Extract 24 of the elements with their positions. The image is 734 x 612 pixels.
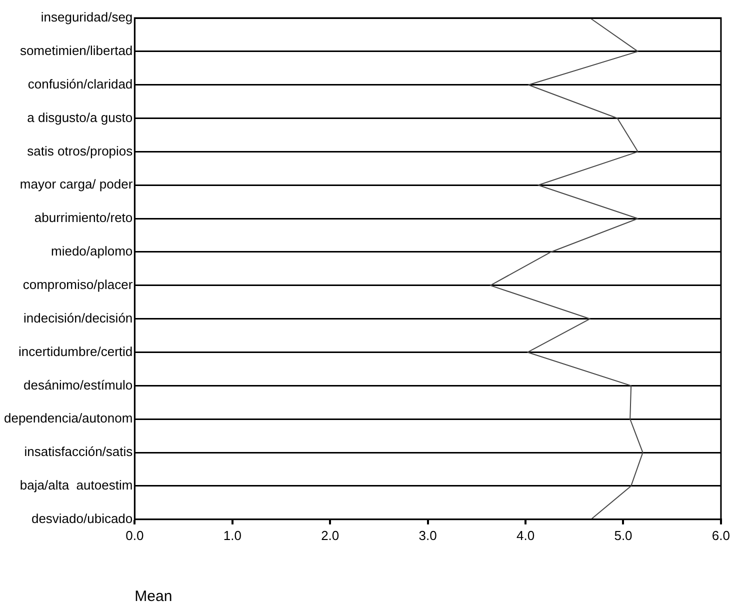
y-tick-label: sometimien/libertad	[20, 43, 133, 58]
y-tick-label: insatisfacción/satis	[24, 444, 134, 460]
x-tick-label: 1.0	[223, 528, 242, 543]
y-tick-label: indecisión/decisión	[24, 310, 133, 326]
y-tick-label: inseguridad/seg	[40, 10, 133, 25]
y-tick-label: baja/alta autoestim	[20, 478, 133, 493]
y-tick-label: miedo/aplomo	[51, 244, 133, 259]
x-tick-label: 6.0	[712, 528, 730, 543]
x-tick-label: 0.0	[126, 528, 144, 543]
y-tick-label: aburrimiento/reto	[34, 210, 133, 226]
y-tick-label: mayor carga/ poder	[20, 176, 134, 192]
y-tick-label: desánimo/estímulo	[24, 377, 133, 392]
x-tick-label: 5.0	[614, 528, 632, 543]
x-tick-label: 3.0	[418, 528, 437, 543]
x-axis-title: Mean	[134, 588, 172, 606]
x-tick-label: 4.0	[516, 528, 535, 543]
x-tick-label: 2.0	[321, 528, 340, 543]
y-tick-label: desviado/ubicado	[31, 510, 133, 526]
y-tick-label: compromiso/placer	[22, 276, 134, 292]
y-tick-label: a disgusto/a gusto	[27, 110, 133, 125]
y-tick-label: dependencia/autonom	[4, 410, 133, 426]
y-tick-label: incertidumbre/certid	[18, 344, 133, 359]
y-tick-label: confusión/claridad	[28, 76, 133, 92]
y-tick-label: satis otros/propios	[27, 143, 134, 158]
